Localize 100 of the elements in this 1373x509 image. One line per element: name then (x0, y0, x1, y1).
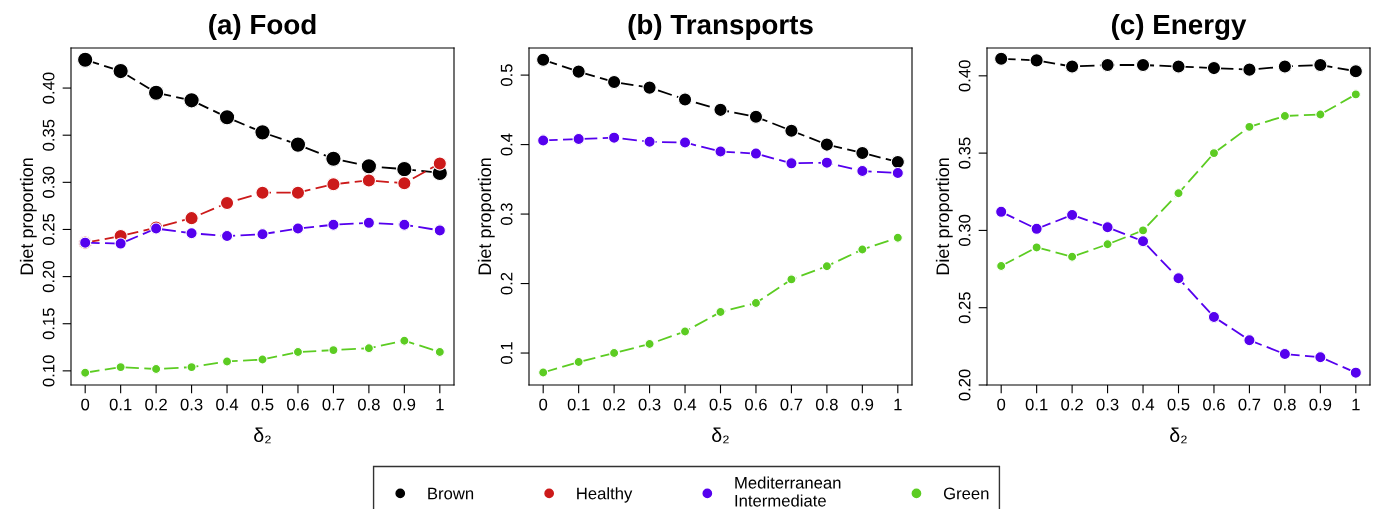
point (183, 92, 200, 109)
point (995, 205, 1008, 218)
x-tick-label: 1 (1352, 398, 1360, 411)
point (538, 367, 549, 378)
point (1066, 208, 1079, 222)
y-tick-label: 0.4 (500, 133, 513, 156)
point (1029, 53, 1044, 68)
point (571, 64, 586, 79)
point (677, 92, 693, 107)
x-tick-label: 0.6 (287, 398, 309, 411)
point (856, 164, 869, 178)
point (750, 297, 762, 309)
point (1243, 334, 1256, 347)
point (151, 363, 162, 375)
legend-label: Healthy (577, 487, 633, 503)
point (748, 109, 764, 124)
x-tick-label: 0.4 (216, 398, 239, 411)
y-axis-title: Diet proportion (935, 158, 953, 275)
point (643, 135, 656, 148)
point (642, 80, 657, 95)
point (1277, 59, 1293, 74)
point (1136, 235, 1150, 248)
point (857, 244, 868, 255)
x-tick-label: 0.6 (745, 398, 767, 411)
x-tick-label: 0.3 (638, 398, 661, 411)
point (219, 195, 235, 211)
x-tick-label: 0.3 (180, 398, 203, 411)
point (396, 160, 413, 178)
point (80, 367, 91, 378)
point (855, 145, 870, 161)
point (115, 362, 126, 373)
y-tick-label: 0.20 (958, 369, 971, 401)
point (432, 156, 447, 171)
point (996, 260, 1007, 272)
point (398, 218, 411, 231)
point (1278, 347, 1291, 361)
x-tick-label: 0.2 (145, 398, 167, 411)
chart-title: (c) Energy (1111, 13, 1247, 40)
x-tick-label: 0.6 (1203, 398, 1225, 411)
legend-label: Brown (428, 487, 474, 500)
y-tick-label: 0.35 (958, 137, 971, 169)
point (784, 123, 799, 138)
point (289, 136, 307, 153)
point (221, 356, 233, 367)
point (1315, 109, 1326, 120)
point (785, 157, 798, 170)
point (786, 274, 797, 285)
point (1064, 59, 1080, 74)
point (1279, 110, 1290, 122)
legend-label: Green (943, 487, 989, 500)
x-tick-label: 0.4 (1132, 398, 1155, 411)
y-tick-label: 0.10 (42, 355, 55, 387)
point (399, 335, 410, 346)
point (1206, 60, 1222, 76)
x-tick-label: 0.9 (393, 398, 416, 411)
y-tick-label: 0.25 (42, 213, 55, 246)
x-tick-label: 0.1 (567, 398, 590, 411)
point (326, 177, 341, 192)
point (218, 109, 236, 126)
x-tick-label: 0.5 (251, 398, 274, 411)
x-tick-label: 0.5 (1167, 398, 1190, 411)
y-tick-label: 0.40 (42, 72, 55, 104)
point (1100, 57, 1115, 73)
x-tick-label: 0.9 (1309, 398, 1332, 411)
chart-title: (b) Transports (628, 13, 813, 40)
x-tick-label: 0.9 (851, 398, 874, 411)
y-tick-label: 0.30 (42, 166, 55, 198)
x-tick-label: 0.5 (709, 398, 732, 411)
point (820, 156, 833, 169)
x-tick-label: 0 (81, 398, 90, 411)
point (713, 102, 728, 117)
point (328, 345, 339, 356)
x-tick-label: 0.1 (109, 398, 132, 411)
point (994, 51, 1009, 66)
point (644, 338, 655, 350)
point (821, 261, 832, 272)
x-axis-title: δ₂ (1170, 427, 1187, 444)
x-tick-label: 0.1 (1025, 398, 1048, 411)
point (537, 134, 550, 147)
chart-title: (a) Food (209, 13, 316, 40)
y-tick-label: 0.25 (958, 292, 971, 324)
x-tick-label: 1 (894, 398, 902, 411)
point (114, 237, 127, 250)
point (891, 166, 904, 180)
point (819, 137, 835, 152)
point (254, 124, 271, 141)
x-tick-label: 0.8 (357, 398, 380, 411)
point (1348, 64, 1363, 79)
point (290, 185, 306, 200)
x-tick-label: 0.7 (322, 398, 345, 411)
point (186, 362, 197, 373)
point (256, 228, 269, 241)
point (892, 232, 903, 243)
point (1030, 222, 1043, 235)
y-tick-label: 0.3 (500, 203, 513, 225)
point (255, 185, 270, 200)
y-tick-label: 0.30 (958, 214, 971, 246)
point (362, 216, 375, 229)
point (325, 150, 342, 167)
x-axis-title: δ₂ (254, 427, 271, 444)
